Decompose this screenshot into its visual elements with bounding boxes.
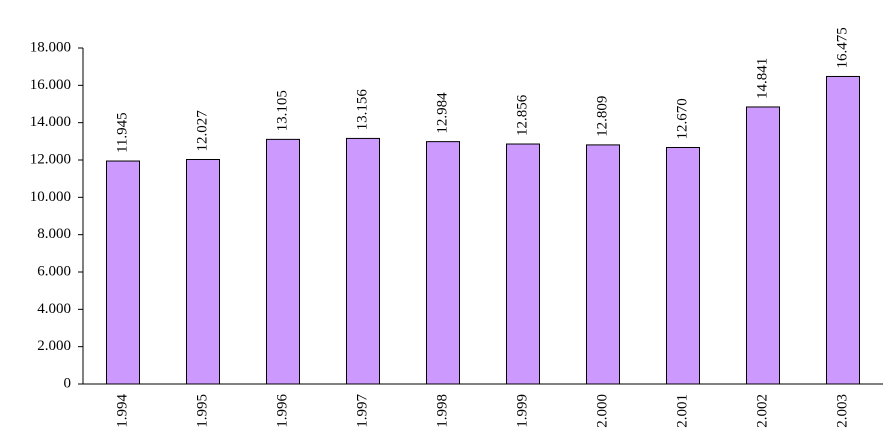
bar: [426, 141, 460, 385]
bar: [106, 160, 140, 385]
bar: [746, 106, 780, 385]
x-tick-label: 1.999: [514, 394, 530, 428]
bar: [186, 158, 220, 385]
x-tick-label: 2.003: [834, 394, 850, 428]
bar: [266, 138, 300, 385]
y-tick-label: 18.000: [30, 39, 71, 55]
value-label: 11.945: [114, 112, 130, 153]
y-tick-label: 0: [64, 375, 72, 391]
value-label: 12.984: [434, 92, 450, 134]
value-label: 13.156: [354, 89, 370, 131]
y-tick-label: 2.000: [37, 338, 71, 354]
value-label: 16.475: [834, 27, 850, 68]
x-tick-label: 1.994: [114, 394, 130, 428]
x-tick-label: 1.998: [434, 394, 450, 428]
y-tick-label: 4.000: [37, 301, 71, 317]
x-tick-label: 1.995: [194, 394, 210, 428]
x-tick-label: 1.996: [274, 394, 290, 428]
bar: [666, 146, 700, 385]
bar: [826, 75, 860, 385]
x-tick-label: 2.002: [754, 394, 770, 428]
value-label: 12.027: [194, 110, 210, 152]
x-tick-label: 2.000: [594, 394, 610, 428]
y-tick-label: 16.000: [30, 77, 71, 93]
bar: [506, 143, 540, 385]
y-tick-label: 10.000: [30, 189, 71, 205]
x-tick-label: 1.997: [354, 394, 370, 428]
y-tick-label: 14.000: [30, 114, 71, 130]
value-label: 14.841: [754, 58, 770, 99]
bar: [586, 144, 620, 385]
value-label: 12.809: [594, 96, 610, 137]
x-tick-label: 2.001: [674, 394, 690, 428]
bar: [346, 137, 380, 385]
y-tick-label: 12.000: [30, 151, 71, 167]
value-label: 13.105: [274, 90, 290, 131]
value-label: 12.856: [514, 94, 530, 136]
y-tick-label: 6.000: [37, 263, 71, 279]
y-tick-label: 8.000: [37, 226, 71, 242]
value-label: 12.670: [674, 98, 690, 139]
